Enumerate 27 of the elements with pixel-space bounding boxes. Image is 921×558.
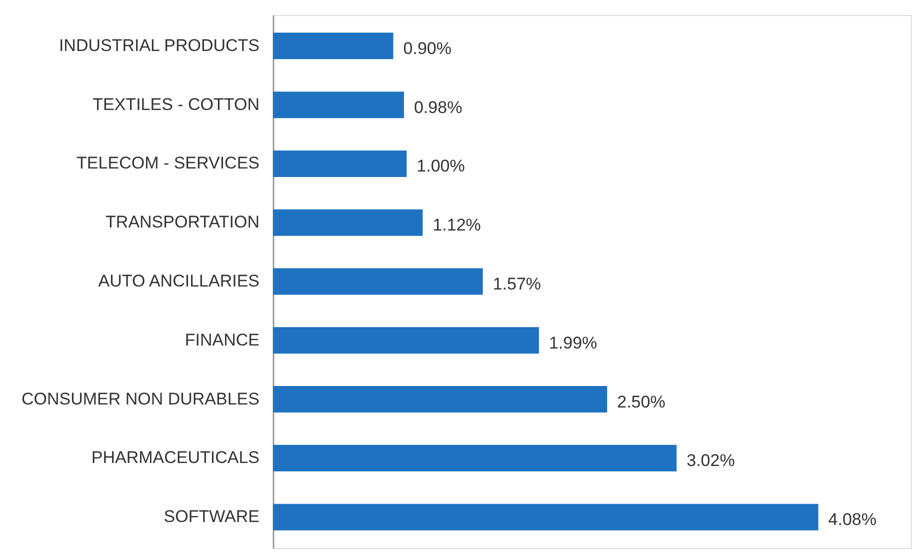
data-label: 0.98% <box>414 98 462 117</box>
y-tick-label: CONSUMER NON DURABLES <box>21 389 260 408</box>
data-label: 1.12% <box>432 216 481 235</box>
y-tick-label: TELECOM - SERVICES <box>76 154 260 173</box>
bar <box>273 268 483 295</box>
bar <box>273 327 539 354</box>
y-tick-label: PHARMACEUTICALS <box>91 448 260 468</box>
data-label: 0.90% <box>403 38 452 58</box>
y-tick-label: TEXTILES - COTTON <box>92 94 260 114</box>
bar <box>273 150 407 177</box>
data-label: 2.50% <box>617 392 666 412</box>
y-tick-label: FINANCE <box>184 330 260 350</box>
data-label: 1.99% <box>548 333 598 352</box>
y-tick-label: AUTO ANCILLARIES <box>98 272 260 290</box>
data-label: 4.08% <box>828 510 876 530</box>
bar <box>273 32 394 60</box>
bar <box>273 444 677 472</box>
data-label: 3.02% <box>686 451 735 470</box>
y-tick-label: SOFTWARE <box>164 507 260 526</box>
bar <box>273 209 423 236</box>
data-label: 1.00% <box>416 156 465 176</box>
bar <box>273 504 818 530</box>
bar <box>273 92 404 118</box>
y-tick-label: INDUSTRIAL PRODUCTS <box>58 36 260 55</box>
bar <box>273 386 608 413</box>
data-label: 1.57% <box>492 274 542 294</box>
y-tick-label: TRANSPORTATION <box>106 212 260 232</box>
